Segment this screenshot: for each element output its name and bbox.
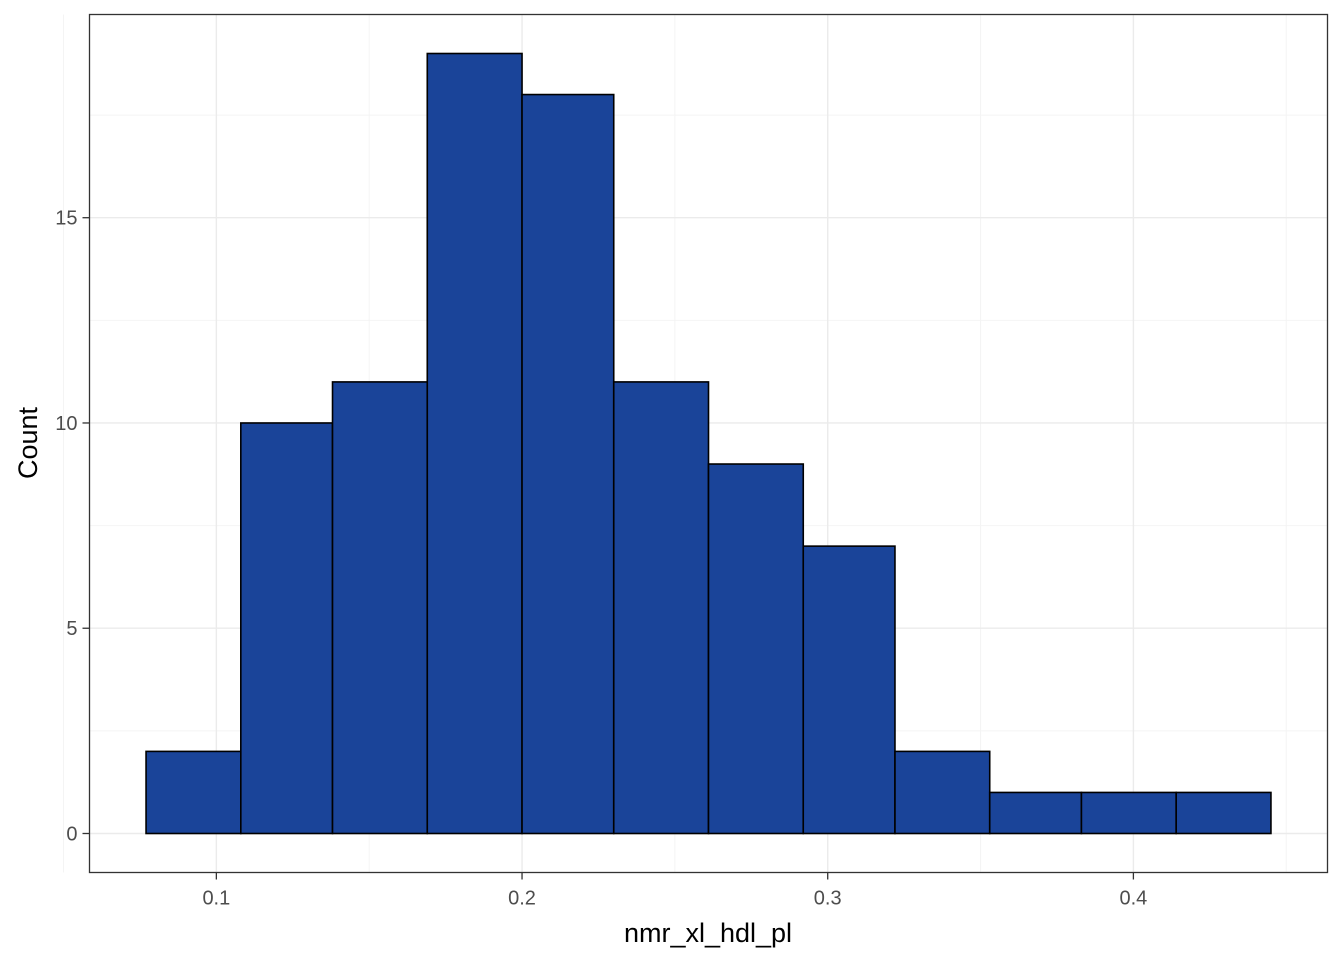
x-axis-title: nmr_xl_hdl_pl bbox=[624, 918, 792, 948]
histogram-bar bbox=[1175, 791, 1272, 835]
y-tick-label: 15 bbox=[55, 208, 77, 230]
histogram-bar bbox=[521, 93, 615, 835]
histogram-bar bbox=[331, 381, 429, 835]
x-tick-label: 0.1 bbox=[202, 888, 230, 910]
histogram-bars bbox=[145, 52, 1272, 835]
y-tick-label: 0 bbox=[66, 824, 77, 846]
x-tick-label: 0.3 bbox=[814, 888, 842, 910]
x-tick-label: 0.2 bbox=[508, 888, 536, 910]
histogram-bar bbox=[894, 750, 991, 835]
histogram-bar bbox=[612, 381, 710, 835]
histogram-bar bbox=[707, 463, 805, 835]
y-axis-title: Count bbox=[13, 406, 43, 479]
histogram-bar bbox=[988, 791, 1083, 835]
panel-border bbox=[88, 13, 1329, 874]
histogram-bar bbox=[145, 750, 242, 835]
y-tick-label: 5 bbox=[66, 618, 77, 640]
histogram-bar bbox=[802, 545, 896, 835]
histogram-bar bbox=[426, 52, 523, 835]
x-axis: 0.1 0.2 0.3 0.4 bbox=[202, 872, 1147, 910]
y-axis: 0 5 10 15 bbox=[55, 208, 90, 846]
histogram-bar bbox=[240, 422, 334, 835]
y-tick-label: 10 bbox=[55, 413, 77, 435]
histogram-bar bbox=[1080, 791, 1177, 835]
x-tick-label: 0.4 bbox=[1119, 888, 1147, 910]
